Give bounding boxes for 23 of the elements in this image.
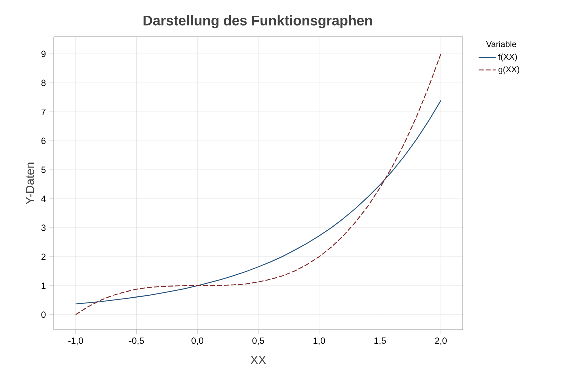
- y-tick-label: 2: [42, 254, 46, 260]
- legend-title: Variable: [486, 41, 516, 48]
- legend-label: g(XX): [498, 66, 520, 74]
- y-tick-label: 5: [42, 166, 46, 174]
- x-tick-label: 1,0: [314, 338, 326, 346]
- y-tick-label: 7: [42, 108, 46, 116]
- y-tick-label: 1: [42, 282, 46, 290]
- x-tick-label: 1,5: [374, 338, 386, 346]
- x-tick-label: -0,5: [129, 338, 144, 346]
- chart-title: Darstellung des Funktionsgraphen: [144, 15, 372, 29]
- y-tick-label: 3: [42, 224, 46, 232]
- x-tick-label: 0,0: [192, 338, 204, 346]
- y-axis-title: Y-Daten: [26, 162, 34, 205]
- y-tick-label: 6: [42, 138, 46, 144]
- y-tick-label: 9: [42, 50, 46, 58]
- y-tick-label: 8: [42, 80, 46, 86]
- x-axis-title: XX: [250, 356, 266, 364]
- x-tick-label: 2,0: [435, 338, 447, 346]
- y-tick-label: 0: [42, 312, 46, 318]
- y-tick-label: 4: [41, 196, 46, 202]
- x-tick-label: -1,0: [68, 338, 84, 346]
- legend-label: f(XX): [498, 54, 518, 62]
- x-tick-label: 0,5: [252, 338, 264, 346]
